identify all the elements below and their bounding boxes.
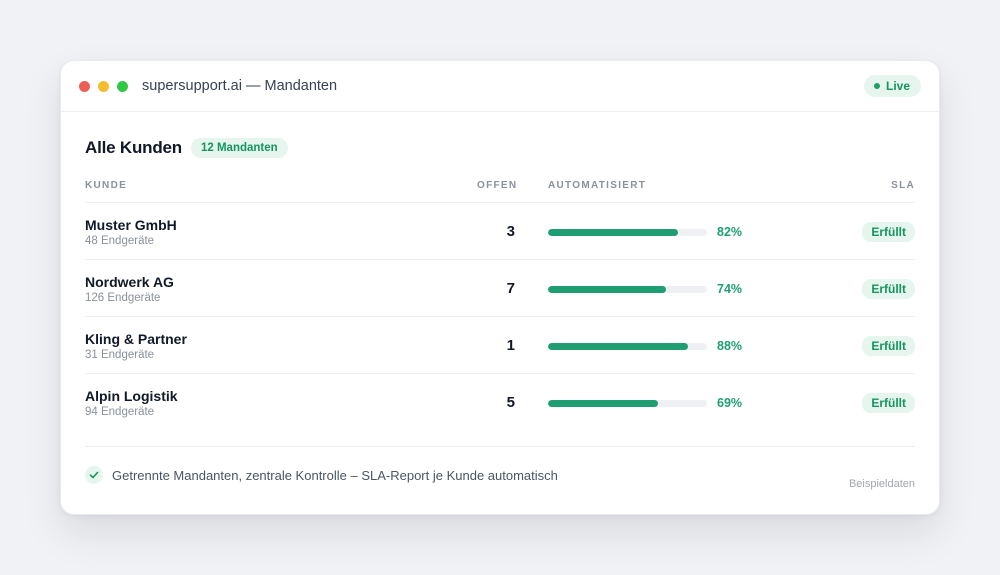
table-body: Muster GmbH 48 Endgeräte 3 82% Erfüllt Nordwe… [85, 203, 915, 430]
tenant-count-badge: 12 Mandanten [190, 138, 288, 158]
automation-percent: 82% [717, 225, 743, 239]
automation-progress-bar [548, 400, 707, 407]
minimize-window-button[interactable] [98, 80, 109, 92]
column-header-sla: SLA [891, 180, 915, 191]
sla-status-badge: Erfüllt [862, 393, 915, 413]
customer-devices: 94 Endgeräte [85, 406, 155, 418]
automation-progress-bar [548, 286, 707, 293]
open-tickets-count: 3 [506, 223, 515, 240]
check-circle-icon [85, 466, 103, 484]
automation-percent: 88% [717, 339, 743, 353]
automation-progress-fill [548, 229, 679, 236]
main-content: Alle Kunden 12 Mandanten KUNDE OFFEN AUT… [61, 136, 939, 489]
sample-data-note: Beispieldaten [848, 478, 915, 490]
table-row[interactable]: Muster GmbH 48 Endgeräte 3 82% Erfüllt [85, 203, 915, 260]
table-row[interactable]: Kling & Partner 31 Endgeräte 1 88% Erfüllt [85, 317, 915, 374]
table-row[interactable]: Alpin Logistik 94 Endgeräte 5 69% Erfüllt [85, 374, 915, 430]
automation-progress-fill [548, 343, 688, 350]
open-tickets-count: 5 [506, 394, 515, 411]
column-header-automatisiert: AUTOMATISIERT [548, 180, 647, 191]
maximize-window-button[interactable] [117, 80, 128, 92]
automation-percent: 69% [717, 396, 743, 410]
page-title: Alle Kunden [85, 138, 182, 157]
customer-name: Nordwerk AG [85, 274, 174, 290]
column-header-kunde: KUNDE [85, 180, 128, 191]
column-header-offen: OFFEN [477, 180, 518, 191]
section-header: Alle Kunden 12 Mandanten [85, 136, 915, 160]
automation-progress-bar [548, 229, 707, 236]
customer-name: Alpin Logistik [85, 388, 178, 404]
automation-progress-bar [548, 343, 707, 350]
check-icon [89, 471, 99, 479]
app-window: supersupport.ai — Mandanten Live Alle Ku… [60, 60, 940, 515]
footer-text: Getrennte Mandanten, zentrale Kontrolle … [112, 467, 558, 483]
automation-progress-fill [548, 286, 666, 293]
sla-status-badge: Erfüllt [862, 222, 915, 242]
live-dot-icon [873, 83, 880, 89]
info-footer: Getrennte Mandanten, zentrale Kontrolle … [85, 446, 915, 489]
customer-name: Kling & Partner [85, 331, 187, 347]
window-controls [79, 80, 128, 92]
window-title: supersupport.ai — Mandanten [142, 78, 338, 94]
customer-devices: 48 Endgeräte [85, 235, 155, 247]
open-tickets-count: 7 [506, 280, 515, 297]
sla-status-badge: Erfüllt [862, 279, 915, 299]
title-bar: supersupport.ai — Mandanten Live [61, 61, 939, 112]
customer-table: KUNDE OFFEN AUTOMATISIERT SLA Muster Gmb… [85, 172, 915, 430]
customer-devices: 31 Endgeräte [85, 349, 155, 361]
sla-status-badge: Erfüllt [862, 336, 915, 356]
customer-devices: 126 Endgeräte [85, 292, 161, 304]
close-window-button[interactable] [79, 80, 90, 92]
open-tickets-count: 1 [506, 337, 515, 354]
automation-percent: 74% [717, 282, 743, 296]
live-status-badge: Live [863, 75, 921, 97]
customer-name: Muster GmbH [85, 217, 177, 233]
live-status-label: Live [885, 79, 910, 93]
table-row[interactable]: Nordwerk AG 126 Endgeräte 7 74% Erfüllt [85, 260, 915, 317]
automation-progress-fill [548, 400, 658, 407]
table-header: KUNDE OFFEN AUTOMATISIERT SLA [85, 172, 915, 203]
